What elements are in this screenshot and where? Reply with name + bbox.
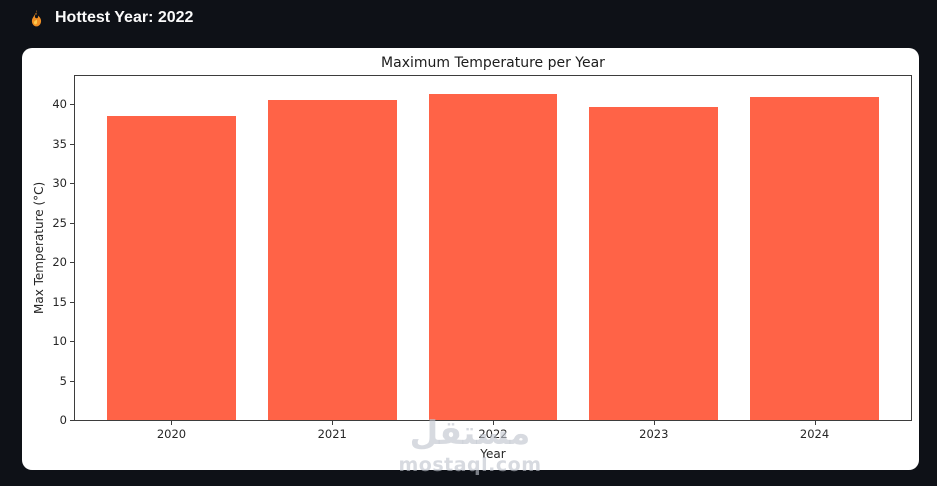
header: Hottest Year: 2022 [28,6,193,30]
bar-2024 [750,96,879,420]
y-tick-label: 5 [59,373,67,388]
y-tick-label: 15 [52,294,67,309]
y-axis-label: Max Temperature (°C) [32,181,46,315]
chart-panel: Maximum Temperature per Year Max Tempera… [22,48,919,470]
x-tick [814,421,816,425]
y-tick [70,143,74,145]
page-title: Hottest Year: 2022 [55,9,194,26]
chart-title: Maximum Temperature per Year [381,55,605,71]
x-tick-label: 2024 [799,427,830,441]
x-axis-label: Year [480,447,506,461]
x-tick [493,421,494,425]
flame-icon [28,9,45,28]
bar-2020 [107,116,236,420]
y-tick [70,301,74,303]
bar-2021 [267,100,397,420]
x-tick [171,421,173,425]
figure: Maximum Temperature per Year Max Tempera… [22,48,919,470]
plot-area: 2020 2021 2022 2023 2024 0 5 10 15 20 25 30 35 40 [52,75,912,441]
y-tick [70,104,74,106]
y-tick [70,380,74,382]
y-tick-label: 0 [59,413,67,427]
bar-2023 [589,106,719,420]
y-tick [70,420,74,421]
bar-2022 [428,94,558,420]
y-tick-label: 10 [52,334,67,349]
y-tick [70,262,74,264]
x-tick-label: 2020 [156,427,187,441]
y-tick-label: 40 [52,97,67,112]
y-tick-label: 35 [52,136,67,151]
y-tick [70,183,74,185]
y-tick [70,222,74,224]
x-tick-label: 2023 [639,427,669,441]
y-tick-label: 25 [52,215,67,230]
x-tick-label: 2021 [317,427,347,441]
y-tick-label: 20 [52,255,67,270]
y-tick-label: 30 [52,176,67,191]
x-tick [653,421,655,425]
x-tick [332,421,334,425]
x-tick-label: 2022 [478,427,508,441]
y-tick [70,341,74,343]
